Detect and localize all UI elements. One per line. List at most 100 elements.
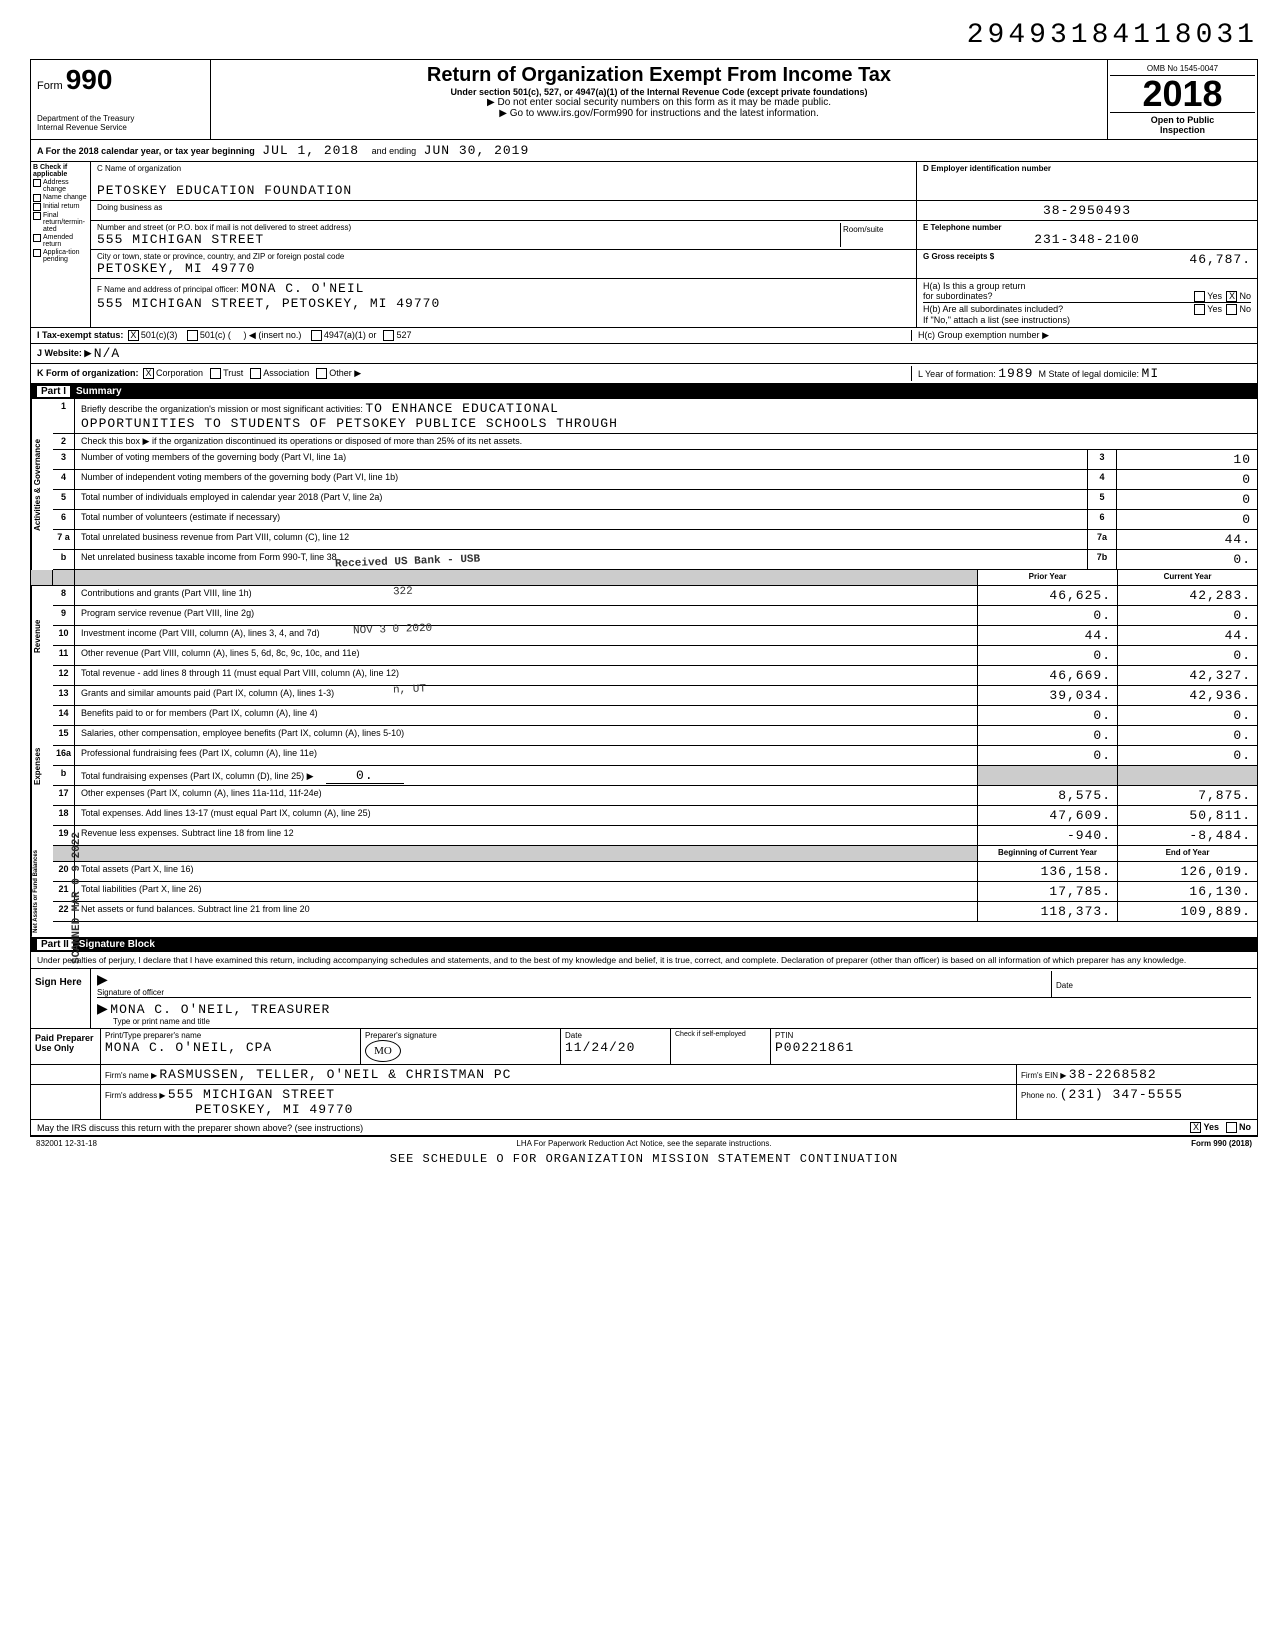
checkbox-addr[interactable] <box>33 179 41 187</box>
j-label: J Website: ▶ <box>37 348 91 359</box>
ein-value-cell: 38-2950493 <box>917 201 1257 220</box>
k-assoc-box[interactable] <box>250 368 261 379</box>
sum-13-p: 39,034. <box>977 686 1117 705</box>
row-k: K Form of organization: XCorporation Tru… <box>31 364 1257 384</box>
checkbox-amended[interactable] <box>33 234 41 242</box>
part2-header: Part II Signature Block <box>31 937 1257 952</box>
eoy-hdr: End of Year <box>1117 846 1257 861</box>
org-name: PETOSKEY EDUCATION FOUNDATION <box>97 183 910 198</box>
checkbox-final[interactable] <box>33 212 41 220</box>
prep-name: MONA C. O'NEIL, CPA <box>105 1040 356 1055</box>
chk-app-label: Applica-tion pending <box>43 249 88 263</box>
sum-16a-num: 16a <box>53 746 75 765</box>
i-501c3-box[interactable]: X <box>128 330 139 341</box>
tax-year: 2018 <box>1110 76 1255 112</box>
i-501c-box[interactable] <box>187 330 198 341</box>
sum-1-desc: Briefly describe the organization's miss… <box>75 399 1257 433</box>
checkbox-name[interactable] <box>33 194 41 202</box>
checkbox-app[interactable] <box>33 249 41 257</box>
instruction-2: Go to www.irs.gov/Form990 for instructio… <box>215 108 1103 119</box>
sum-9-p: 0. <box>977 606 1117 625</box>
vert-revenue: Revenue <box>31 586 53 686</box>
sum-12-p: 46,669. <box>977 666 1117 685</box>
hb-no: No <box>1239 304 1251 314</box>
k-corp: Corporation <box>156 368 203 378</box>
sum-3-k: 3 <box>1087 450 1117 469</box>
sum-3-desc: Number of voting members of the governin… <box>75 450 1087 469</box>
hb-no-box[interactable] <box>1226 304 1237 315</box>
l-label: L Year of formation: <box>918 369 996 379</box>
dba-label: Doing business as <box>97 203 910 212</box>
sum-8-desc: Contributions and grants (Part VIII, lin… <box>75 586 977 605</box>
sum-15-c: 0. <box>1117 726 1257 745</box>
sum-17-desc: Other expenses (Part IX, column (A), lin… <box>75 786 977 805</box>
b-header: B Check if applicable <box>33 164 67 178</box>
footer-see: SEE SCHEDULE O FOR ORGANIZATION MISSION … <box>30 1150 1258 1168</box>
j-value: N/A <box>94 346 120 361</box>
hc-label: H(c) Group exemption number <box>918 330 1040 340</box>
sum-17-c: 7,875. <box>1117 786 1257 805</box>
i-527-box[interactable] <box>383 330 394 341</box>
perjury-text: Under penalties of perjury, I declare th… <box>31 952 1257 969</box>
sum-16a-c: 0. <box>1117 746 1257 765</box>
ptin-label: PTIN <box>775 1031 1253 1040</box>
street-row: Number and street (or P.O. box if mail i… <box>91 221 917 249</box>
l-value: 1989 <box>998 366 1033 381</box>
discuss-no-box[interactable] <box>1226 1122 1237 1133</box>
firm-addr: 555 MICHIGAN STREET <box>168 1087 335 1102</box>
sig-date-label: Date <box>1056 981 1251 990</box>
sum-14-c: 0. <box>1117 706 1257 725</box>
document-number: 29493184118031 <box>30 20 1258 51</box>
footer-code: 832001 12-31-18 <box>36 1139 97 1148</box>
open-public: Open to Public <box>1151 115 1215 125</box>
sum-9-desc: Program service revenue (Part VIII, line… <box>75 606 977 625</box>
boy-hdr: Beginning of Current Year <box>977 846 1117 861</box>
sum-8-p: 46,625. <box>977 586 1117 605</box>
tel-cell: E Telephone number 231-348-2100 <box>917 221 1257 249</box>
chk-name-label: Name change <box>43 194 87 201</box>
paid-row-2: Firm's name ▶ RASMUSSEN, TELLER, O'NEIL … <box>31 1065 1257 1085</box>
prior-year-hdr: Prior Year <box>977 570 1117 585</box>
i-4947-box[interactable] <box>311 330 322 341</box>
sum-3-num: 3 <box>53 450 75 469</box>
sum-16b-desc: Total fundraising expenses (Part IX, col… <box>75 766 977 785</box>
k-trust-box[interactable] <box>210 368 221 379</box>
ha-yes-box[interactable] <box>1194 291 1205 302</box>
section-bcd: B Check if applicable Address change Nam… <box>31 162 1257 328</box>
firm-name: RASMUSSEN, TELLER, O'NEIL & CHRISTMAN PC <box>159 1067 511 1082</box>
k-corp-box[interactable]: X <box>143 368 154 379</box>
sum-20-c: 126,019. <box>1117 862 1257 881</box>
city-cell: City or town, state or province, country… <box>91 250 917 278</box>
prep-name-label: Print/Type preparer's name <box>105 1031 356 1040</box>
row-i: I Tax-exempt status: X501(c)(3) 501(c) (… <box>31 328 1257 344</box>
column-cd: C Name of organization PETOSKEY EDUCATIO… <box>91 162 1257 327</box>
header-left: Form 990 Department of the Treasury Inte… <box>31 60 211 139</box>
part2-title: Signature Block <box>79 939 155 950</box>
sum-4-desc: Number of independent voting members of … <box>75 470 1087 489</box>
sum-10-p: 44. <box>977 626 1117 645</box>
k-other-box[interactable] <box>316 368 327 379</box>
sum-5-desc: Total number of individuals employed in … <box>75 490 1087 509</box>
sum-18-desc: Total expenses. Add lines 13-17 (must eq… <box>75 806 977 825</box>
discuss-text: May the IRS discuss this return with the… <box>37 1123 1188 1133</box>
i-label: I Tax-exempt status: <box>37 330 123 340</box>
chk-final-label: Final return/termin-ated <box>43 212 88 233</box>
sum-20-p: 136,158. <box>977 862 1117 881</box>
sum-12-c: 42,327. <box>1117 666 1257 685</box>
discuss-yes-box[interactable]: X <box>1190 1122 1201 1133</box>
form-header: Form 990 Department of the Treasury Inte… <box>31 60 1257 140</box>
form-label: Form <box>37 80 63 92</box>
hb-yes-box[interactable] <box>1194 304 1205 315</box>
hb-note: If "No," attach a list (see instructions… <box>923 315 1251 325</box>
ha-no: No <box>1239 291 1251 301</box>
sum-2-num: 2 <box>53 434 75 449</box>
checkbox-initial[interactable] <box>33 203 41 211</box>
sum-11-p: 0. <box>977 646 1117 665</box>
ha-no-box[interactable]: X <box>1226 291 1237 302</box>
sum-11-c: 0. <box>1117 646 1257 665</box>
sum-18-num: 18 <box>53 806 75 825</box>
sum-15-p: 0. <box>977 726 1117 745</box>
i-527: 527 <box>396 330 411 340</box>
sum-16b-num: b <box>53 766 75 785</box>
m-label: M State of legal domicile: <box>1038 369 1139 379</box>
